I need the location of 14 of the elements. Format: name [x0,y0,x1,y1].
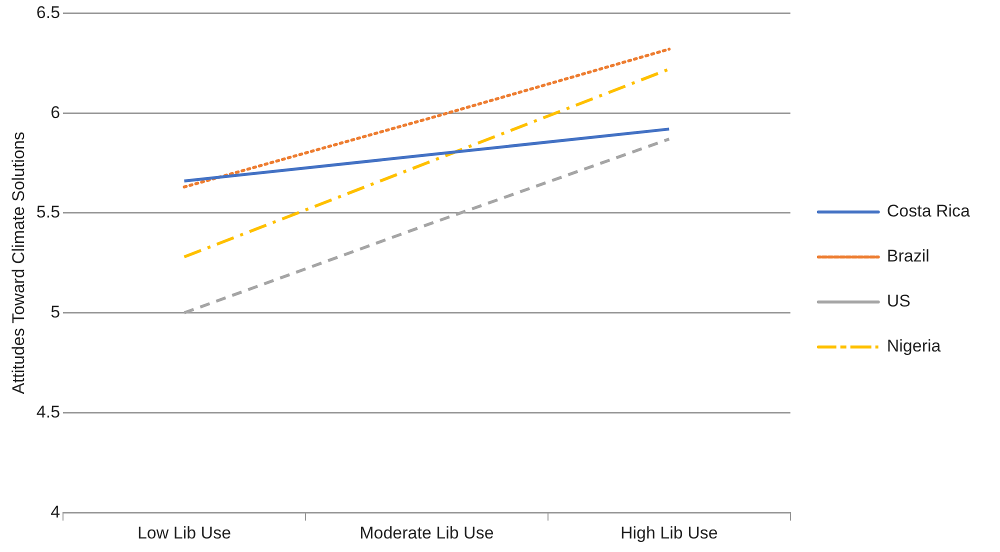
x-tick-label: Low Lib Use [137,523,232,542]
y-tick-label: 5.5 [36,202,60,222]
x-tick-label: High Lib Use [620,523,718,542]
y-tick-label: 6 [50,102,60,122]
y-axis-title: Attitudes Toward Climate Solutions [8,132,28,394]
legend-label: Nigeria [886,336,942,356]
legend-label: US [886,292,910,311]
y-tick-label: 4 [50,502,60,522]
legend-label: Brazil [886,246,930,266]
y-tick-label: 5 [50,302,60,322]
y-tick-label: 6.5 [36,2,60,22]
x-tick-label: Moderate Lib Use [360,523,494,542]
y-tick-label: 4.5 [36,402,60,422]
legend-label: Costa Rica [886,202,971,221]
